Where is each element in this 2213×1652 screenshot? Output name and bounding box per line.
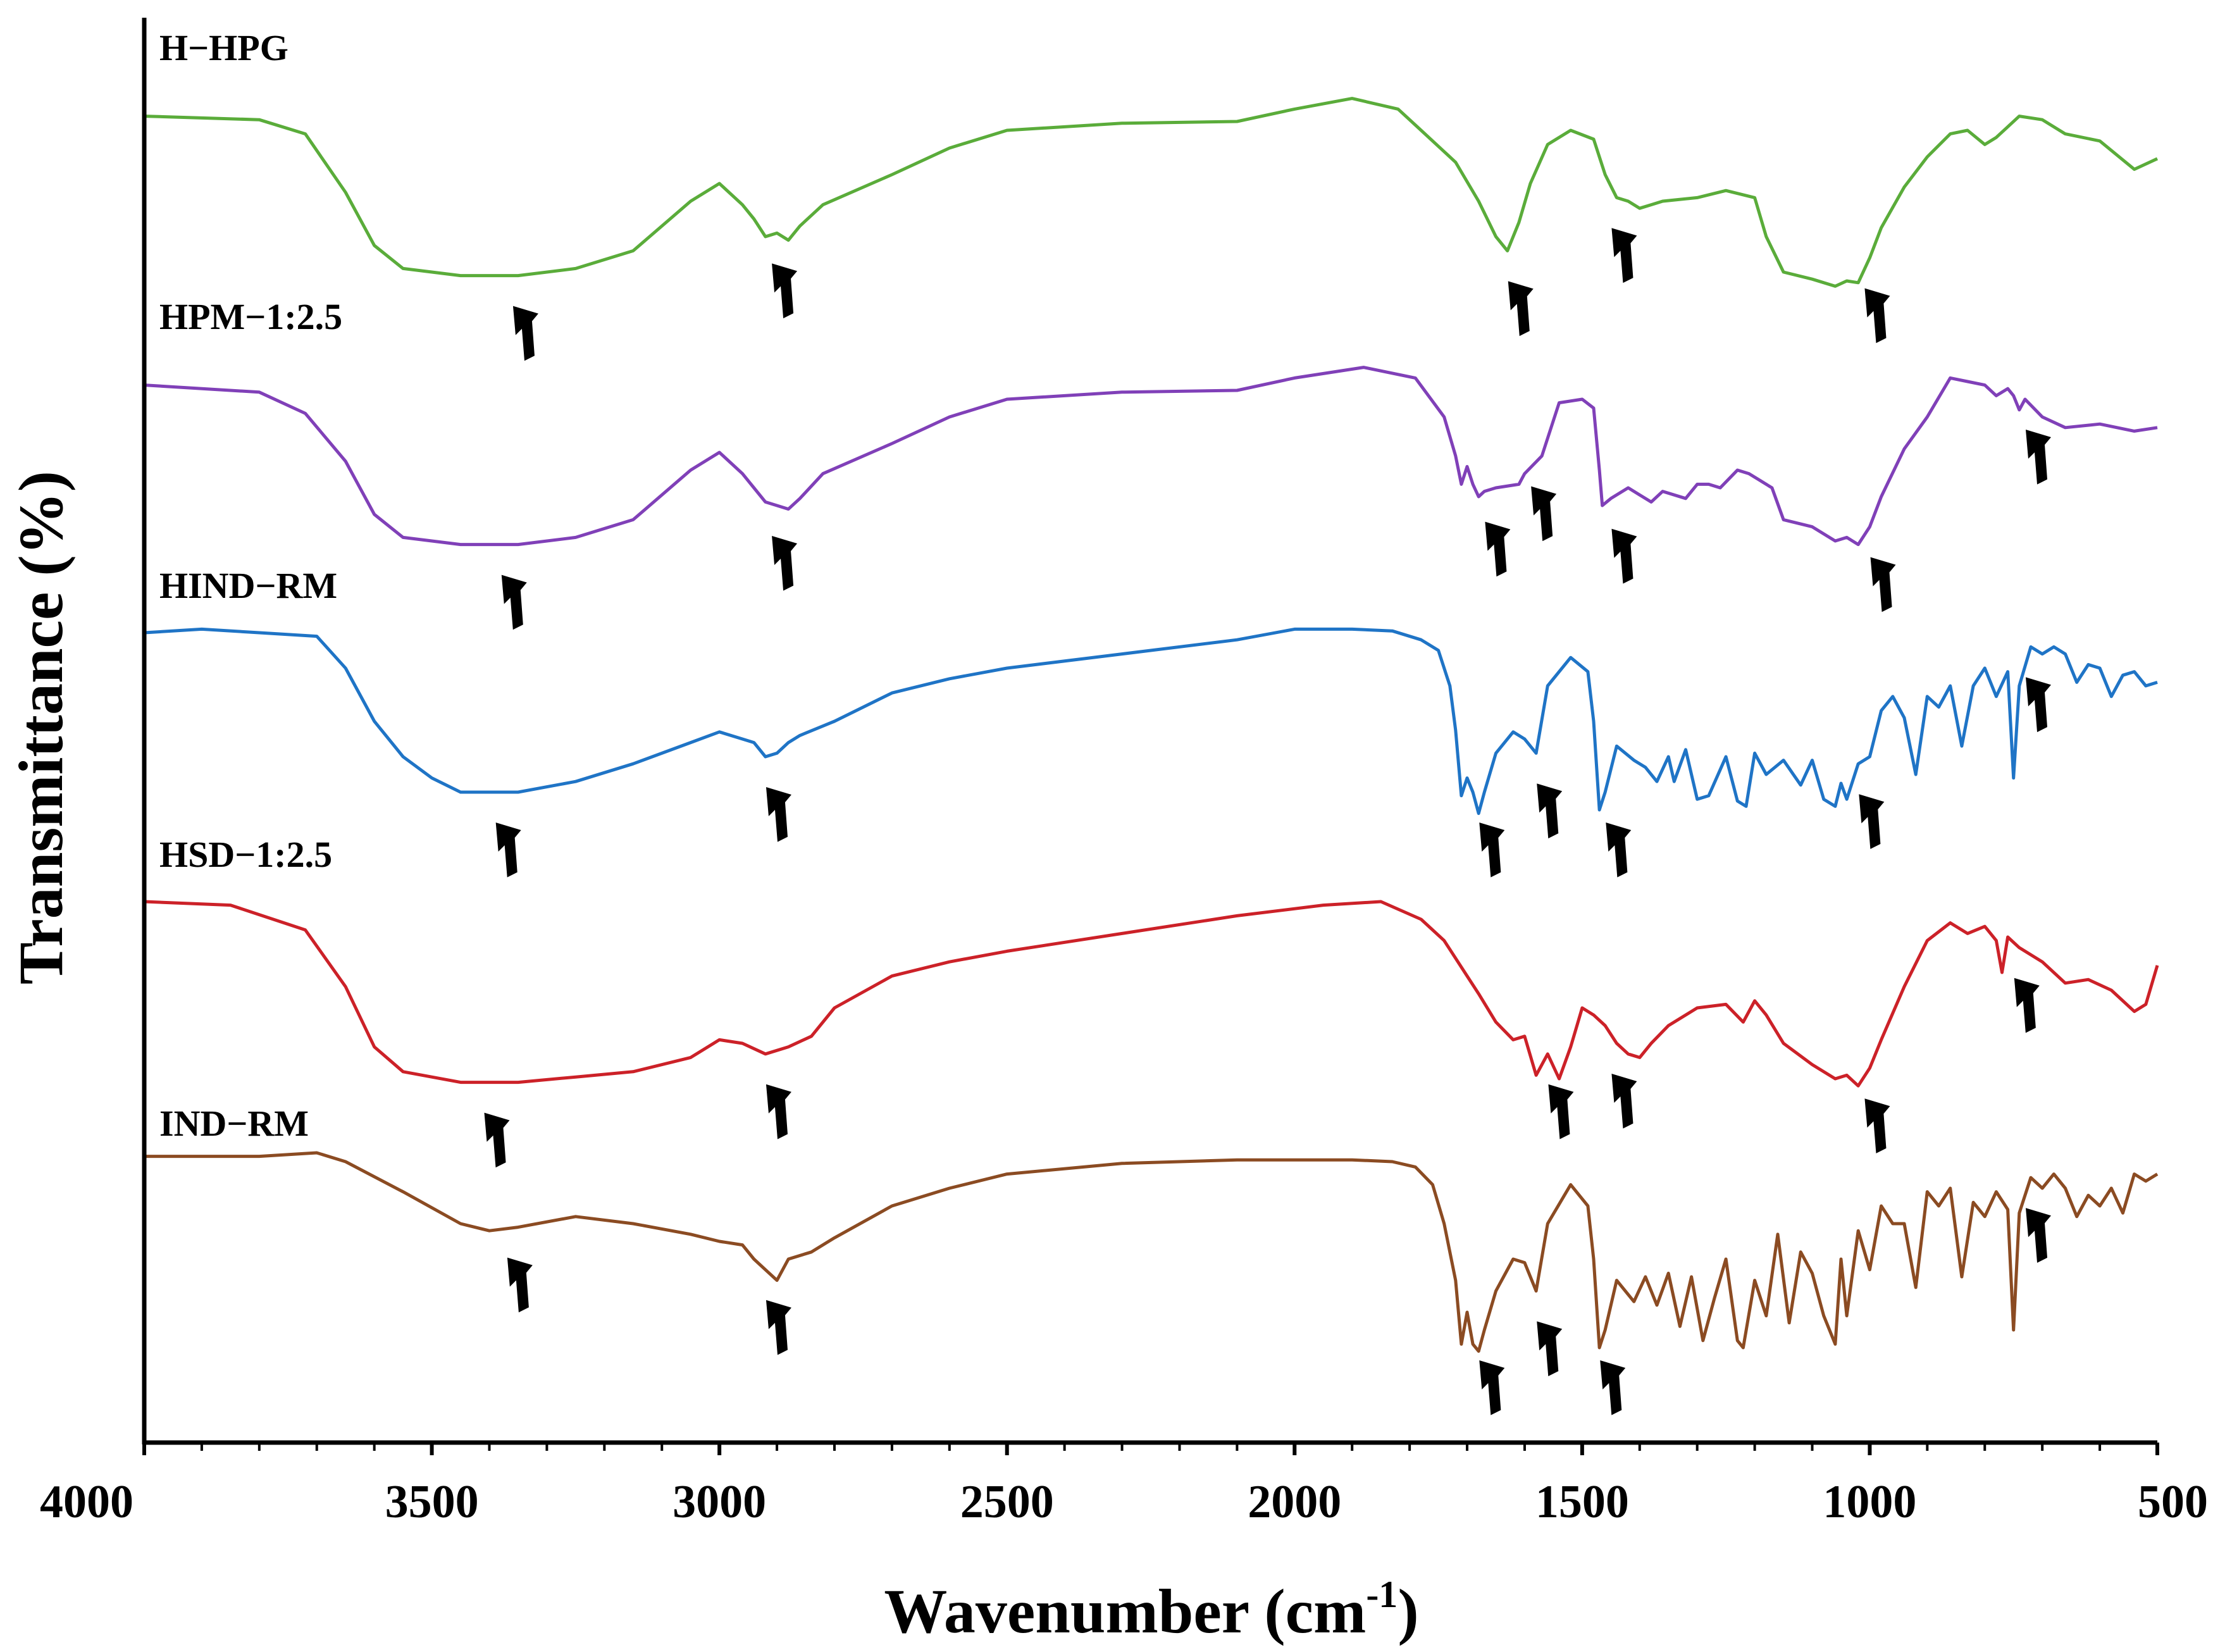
arrow-26 <box>766 1300 791 1355</box>
arrow-3 <box>1611 228 1637 283</box>
x-tick-label-500: 500 <box>2138 1476 2208 1528</box>
arrow-30 <box>2025 1208 2051 1263</box>
arrow-23 <box>1864 1098 1890 1153</box>
arrow-2 <box>1508 281 1534 337</box>
arrow-24 <box>2014 978 2040 1033</box>
arrow-27 <box>1479 1360 1505 1415</box>
series-line-1 <box>144 366 2158 547</box>
arrow-4 <box>1864 288 1890 344</box>
annotation-arrows <box>484 228 2051 1415</box>
series-line-0 <box>144 97 2159 288</box>
arrow-16 <box>1606 823 1632 878</box>
x-axis-title-main: Wavenumber (cm <box>884 1576 1366 1646</box>
x-axis-title: Wavenumber (cm-1) <box>884 1574 1418 1646</box>
arrow-13 <box>766 787 791 842</box>
arrow-7 <box>1485 521 1511 577</box>
x-ticks: 4000 3500 3000 2500 2000 1500 1000 500 <box>40 1443 2208 1528</box>
x-tick-label-2500: 2500 <box>960 1476 1054 1528</box>
series-group <box>144 97 2159 1353</box>
arrow-28 <box>1537 1321 1563 1377</box>
arrow-19 <box>484 1112 510 1168</box>
arrow-21 <box>1548 1084 1574 1140</box>
arrow-18 <box>2025 677 2051 733</box>
series-labels: H−HPG HPM−1:2.5 HIND−RM HSD−1:2.5 IND−RM <box>159 27 342 1144</box>
arrow-22 <box>1611 1074 1637 1129</box>
series-label-4: IND−RM <box>159 1103 309 1144</box>
arrow-10 <box>1870 557 1896 612</box>
arrow-6 <box>772 536 798 591</box>
arrow-14 <box>1479 823 1505 878</box>
series-label-2: HIND−RM <box>159 565 337 606</box>
x-tick-label-3000: 3000 <box>673 1476 766 1528</box>
arrow-17 <box>1859 794 1885 849</box>
x-axis-title-superscript: -1 <box>1366 1574 1398 1615</box>
series-line-3 <box>144 900 2159 1088</box>
series-label-3: HSD−1:2.5 <box>159 834 332 875</box>
series-line-4 <box>144 1151 2159 1353</box>
series-line-2 <box>144 627 2158 816</box>
arrow-0 <box>512 306 538 361</box>
axes: 4000 3500 3000 2500 2000 1500 1000 500 <box>40 18 2208 1528</box>
x-axis-title-close: ) <box>1398 1576 1418 1646</box>
arrow-1 <box>772 263 798 319</box>
arrow-15 <box>1537 783 1563 839</box>
x-tick-label-3500: 3500 <box>385 1476 479 1528</box>
x-tick-label-1000: 1000 <box>1823 1476 1916 1528</box>
arrow-12 <box>495 823 521 878</box>
arrow-20 <box>766 1084 791 1140</box>
x-tick-label-4000: 4000 <box>40 1476 133 1528</box>
arrow-9 <box>1611 528 1637 584</box>
arrow-25 <box>507 1257 533 1313</box>
x-tick-label-2000: 2000 <box>1248 1476 1341 1528</box>
arrow-5 <box>501 574 527 630</box>
arrow-8 <box>1531 486 1557 542</box>
y-axis-title: Transmittance (%) <box>6 471 76 984</box>
series-label-0: H−HPG <box>159 27 288 68</box>
arrow-29 <box>1600 1360 1626 1415</box>
x-tick-label-1500: 1500 <box>1535 1476 1629 1528</box>
arrow-11 <box>2025 430 2051 485</box>
series-label-1: HPM−1:2.5 <box>159 296 342 337</box>
